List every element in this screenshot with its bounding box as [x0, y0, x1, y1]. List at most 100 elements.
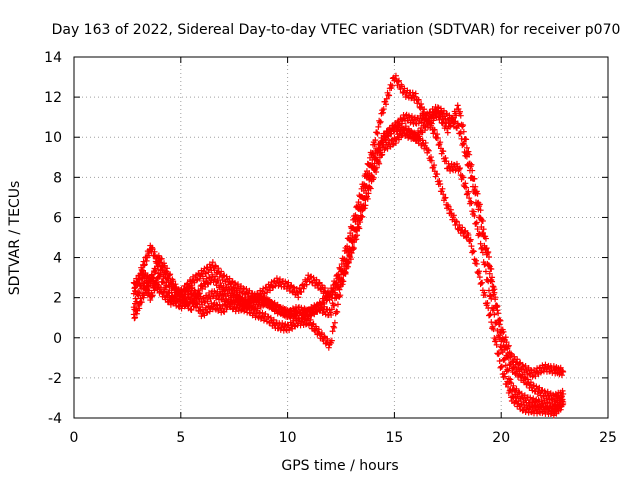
data-point — [560, 390, 567, 397]
data-point — [226, 275, 233, 282]
data-point — [287, 283, 294, 290]
data-point — [334, 308, 341, 315]
data-point — [318, 330, 325, 337]
data-point — [152, 267, 159, 274]
data-point — [390, 128, 397, 135]
data-point — [442, 155, 449, 162]
data-point — [544, 388, 551, 395]
data-point — [414, 132, 421, 139]
data-point — [254, 305, 261, 312]
data-point — [469, 167, 476, 174]
data-point — [496, 334, 503, 341]
data-point — [328, 306, 335, 313]
data-point — [492, 336, 499, 343]
data-point — [153, 281, 160, 288]
data-point — [453, 218, 460, 225]
data-point — [440, 116, 447, 123]
data-point — [270, 316, 277, 323]
y-tick-label: 14 — [44, 50, 62, 66]
data-point — [428, 154, 435, 161]
data-point — [196, 303, 203, 310]
data-point — [212, 273, 219, 280]
data-point — [502, 362, 509, 369]
data-point — [218, 295, 225, 302]
data-point — [212, 262, 219, 269]
data-point — [243, 286, 250, 293]
data-point — [141, 280, 148, 287]
data-point — [507, 376, 514, 383]
data-point — [479, 249, 486, 256]
data-point — [273, 302, 280, 309]
data-point — [187, 306, 194, 313]
data-point — [188, 307, 195, 314]
data-point — [389, 82, 396, 89]
data-point — [510, 364, 517, 371]
data-point — [421, 106, 428, 113]
data-point — [217, 280, 224, 287]
data-point — [515, 388, 522, 395]
data-point — [478, 245, 485, 252]
data-point — [425, 115, 432, 122]
data-point — [468, 243, 475, 250]
data-point — [422, 139, 429, 146]
data-point — [202, 283, 209, 290]
data-point — [482, 268, 489, 275]
data-point — [264, 296, 271, 303]
data-point — [489, 274, 496, 281]
data-point — [151, 248, 158, 255]
data-point — [220, 308, 227, 315]
data-point — [345, 259, 352, 266]
data-point — [139, 275, 146, 282]
data-point — [226, 303, 233, 310]
data-point — [382, 136, 389, 143]
data-point — [346, 253, 353, 260]
data-point — [419, 137, 426, 144]
data-point — [214, 288, 221, 295]
data-point — [135, 289, 142, 296]
data-point — [557, 406, 564, 413]
data-point — [453, 160, 460, 167]
data-point — [493, 319, 500, 326]
data-point — [513, 385, 520, 392]
x-tick-label: 10 — [279, 430, 297, 446]
data-point — [141, 262, 148, 269]
data-point — [431, 127, 438, 134]
data-point — [437, 139, 444, 146]
data-point — [499, 335, 506, 342]
data-point — [384, 145, 391, 152]
data-point — [518, 390, 525, 397]
data-point — [493, 302, 500, 309]
y-axis: -4 -2 0 2 4 6 8 10 12 14 — [44, 50, 608, 427]
data-point — [510, 382, 517, 389]
data-point — [157, 271, 164, 278]
data-point — [222, 293, 229, 300]
data-point — [143, 283, 150, 290]
data-point — [303, 281, 310, 288]
data-point — [215, 265, 222, 272]
data-point — [465, 148, 472, 155]
data-point — [336, 286, 343, 293]
data-point — [468, 199, 475, 206]
y-tick-label: 4 — [53, 251, 62, 267]
data-point — [228, 279, 235, 286]
data-point — [144, 282, 151, 289]
data-point — [482, 261, 489, 268]
data-point — [456, 166, 463, 173]
data-point — [560, 400, 567, 407]
data-point — [399, 120, 406, 127]
data-point — [460, 122, 467, 129]
data-point — [445, 203, 452, 210]
series-day-4 — [130, 123, 567, 419]
data-point — [307, 316, 314, 323]
data-point — [470, 208, 477, 215]
data-point — [473, 260, 480, 267]
data-point — [457, 108, 464, 115]
data-point — [411, 129, 418, 136]
x-axis-label: GPS time / hours — [281, 458, 398, 474]
data-point — [267, 299, 274, 306]
data-point — [495, 310, 502, 317]
data-point — [337, 281, 344, 288]
data-point — [136, 289, 143, 296]
data-point — [485, 262, 492, 269]
data-point — [132, 295, 139, 302]
